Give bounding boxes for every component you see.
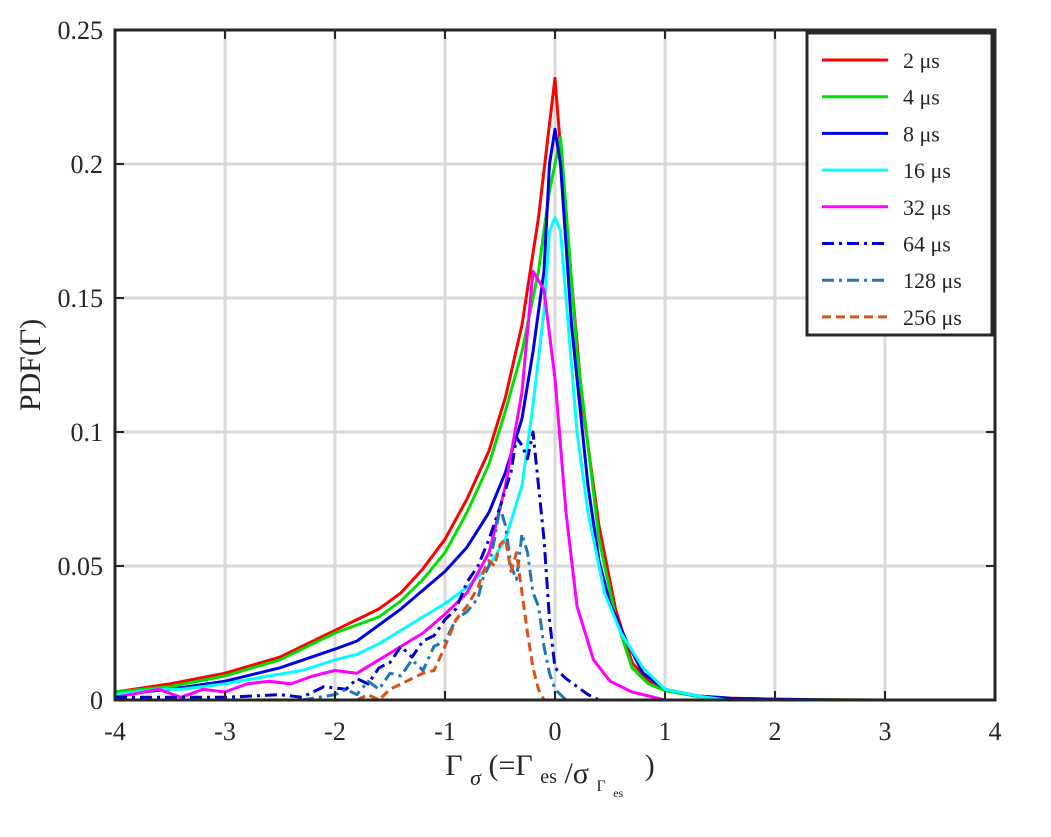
legend-label-4-s: 4 μs [903,85,940,110]
series-line-256-s [356,537,546,702]
y-axis-label: PDF(Γ) [14,319,47,411]
series-line-64-s [115,430,600,702]
x-tick-label: 2 [769,717,782,746]
x-axis-label-gamma-sub: Γ [596,778,605,795]
series-line-8-s [114,127,842,702]
legend-label-256-s: 256 μs [903,305,962,330]
legend-label-32-s: 32 μs [903,195,951,220]
x-tick-label: 4 [989,717,1002,746]
x-tick-label: -4 [104,717,126,746]
x-tick-label: 1 [659,717,672,746]
x-axis-label-gamma: Γ [445,749,462,782]
x-axis-label-sigma: σ [470,765,482,790]
series-line-16-s [114,216,726,702]
x-tick-label: -2 [324,717,346,746]
legend-label-128-s: 128 μs [903,268,962,293]
ticks: -4 -3 -2 -1 0 1 2 3 4 0 0.05 0.1 0.15 0.2 0.25 [58,16,1002,746]
y-tick-label: 0.15 [58,284,104,313]
legend-box [805,31,994,337]
y-tick-label: 0.25 [58,16,104,45]
x-axis-label-es: es [540,766,557,788]
legend: 2 μs 4 μs 8 μs 16 μs 32 μs 64 μs 128 μs 256 μs [805,31,994,337]
x-tick-label: -1 [434,717,456,746]
x-axis-label-close: ) [645,749,655,782]
legend-label-64-s: 64 μs [903,232,951,257]
x-tick-label: -3 [214,717,236,746]
x-tick-label: 3 [879,717,892,746]
series-line-128-s [301,505,568,702]
y-tick-label: 0.2 [71,150,104,179]
legend-label-16-s: 16 μs [903,158,951,183]
series-lines [114,76,924,702]
series-line-32-s [114,269,666,702]
x-axis-label-es-sub: es [613,786,623,800]
x-tick-label: 0 [549,717,562,746]
x-axis-label-slash: /σ [564,757,589,790]
y-tick-label: 0.1 [71,418,104,447]
x-axis-label: Γ σ (=Γ es /σ Γ es ) [445,749,654,804]
y-tick-label: 0 [90,686,103,715]
x-axis-label-open: (=Γ [489,749,533,782]
y-tick-label: 0.05 [58,552,104,581]
legend-label-2-s: 2 μs [903,48,940,73]
legend-label-8-s: 8 μs [903,121,940,146]
